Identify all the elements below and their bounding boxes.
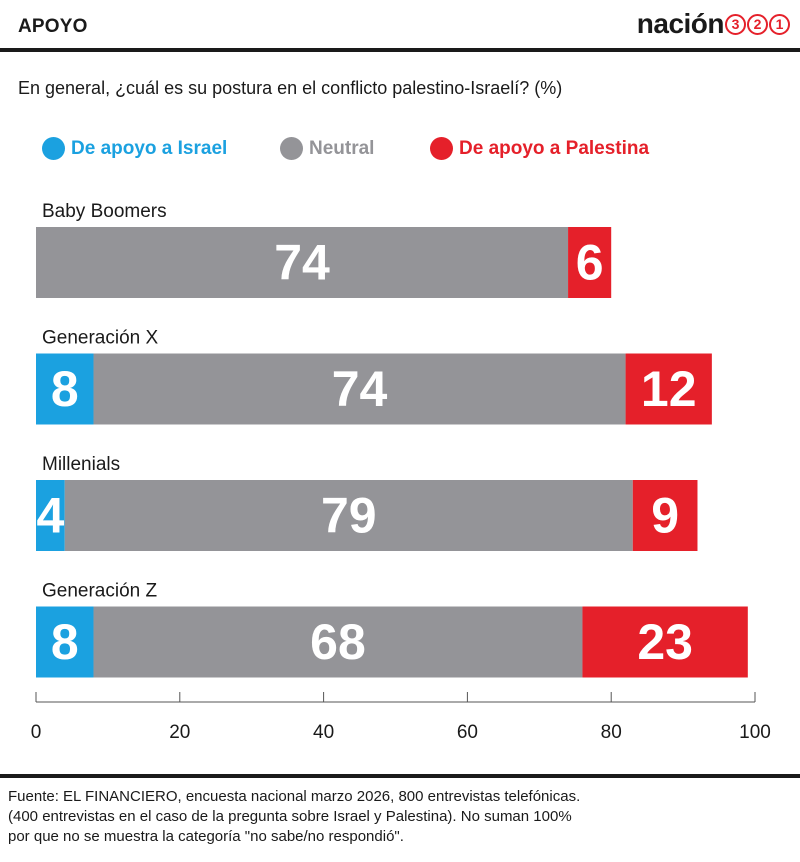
chart-question: En general, ¿cuál es su postura en el co…	[18, 78, 563, 98]
legend-item-palestina: De apoyo a Palestina	[430, 137, 649, 160]
bar-value-baby-boomers-de-apoyo-a-palestina: 6	[576, 235, 604, 291]
category-label-millenials: Millenials	[42, 454, 120, 475]
bar-value-millenials-de-apoyo-a-palestina: 9	[651, 488, 679, 544]
bar-value-generacion-x-de-apoyo-a-israel: 8	[51, 361, 79, 417]
legend-swatch-palestina	[430, 137, 453, 160]
bar-value-generacion-x-neutral: 74	[332, 361, 388, 417]
bar-baby-boomers-neutral	[36, 227, 569, 298]
header-divider	[0, 48, 800, 52]
x-tick-label-20: 20	[169, 722, 190, 743]
bar-value-generacion-z-de-apoyo-a-israel: 8	[51, 614, 79, 670]
bar-value-generacion-z-de-apoyo-a-palestina: 23	[637, 614, 693, 670]
x-tick-label-80: 80	[601, 722, 622, 743]
bar-value-millenials-neutral: 79	[321, 488, 377, 544]
x-tick-label-60: 60	[457, 722, 478, 743]
bar-millenials-de-apoyo-a-israel	[36, 480, 65, 551]
footnote-line-3: por que no se muestra la categoría "no s…	[8, 828, 404, 845]
category-label-baby-boomers: Baby Boomers	[42, 201, 167, 222]
bar-generacion-z-neutral	[93, 606, 583, 678]
bar-generacion-x-de-apoyo-a-israel	[36, 353, 94, 425]
category-label-generacion-z: Generación Z	[42, 581, 158, 602]
stacked-bar-chart: Baby Boomers 74 6 Generación X 8 74 12 Millenia…	[31, 201, 771, 743]
section-label: APOYO	[18, 16, 88, 37]
bar-value-generacion-z-neutral: 68	[310, 614, 366, 670]
brand-logo: nación 3 2 1	[637, 8, 790, 40]
footnote-line-2: (400 entrevistas en el caso de la pregun…	[8, 808, 572, 825]
legend-item-neutral: Neutral	[280, 137, 374, 160]
bar-baby-boomers-de-apoyo-a-palestina	[568, 227, 612, 298]
x-tick-label-0: 0	[31, 722, 42, 743]
x-tick-label-40: 40	[313, 722, 334, 743]
brand-wordmark: nación	[636, 8, 725, 39]
legend-item-israel: De apoyo a Israel	[42, 137, 227, 160]
bar-millenials-neutral	[64, 480, 633, 551]
legend-swatch-israel	[42, 137, 65, 160]
bar-generacion-x-neutral	[93, 353, 626, 425]
bar-value-generacion-x-de-apoyo-a-palestina: 12	[641, 361, 697, 417]
bar-generacion-z-de-apoyo-a-palestina	[582, 606, 748, 678]
x-tick-label-100: 100	[739, 722, 771, 743]
source-footnote: Fuente: EL FINANCIERO, encuesta nacional…	[8, 787, 580, 847]
legend-label-israel: De apoyo a Israel	[71, 137, 228, 159]
bar-generacion-x-de-apoyo-a-palestina	[625, 353, 712, 425]
brand-number-1: 3	[725, 13, 746, 35]
bar-value-baby-boomers-neutral: 74	[274, 235, 330, 291]
brand-number-2: 2	[747, 13, 768, 35]
bar-generacion-z-de-apoyo-a-israel	[36, 606, 94, 678]
footnote-line-1: Fuente: EL FINANCIERO, encuesta nacional…	[8, 788, 581, 805]
bar-millenials-de-apoyo-a-palestina	[632, 480, 698, 551]
legend-label-palestina: De apoyo a Palestina	[459, 137, 650, 159]
footer-divider	[0, 774, 800, 778]
bar-value-millenials-de-apoyo-a-israel: 4	[36, 488, 64, 544]
brand-number-3: 1	[769, 13, 790, 35]
category-label-generacion-x: Generación X	[42, 328, 159, 349]
legend-label-neutral: Neutral	[309, 137, 375, 159]
legend-swatch-neutral	[280, 137, 303, 160]
